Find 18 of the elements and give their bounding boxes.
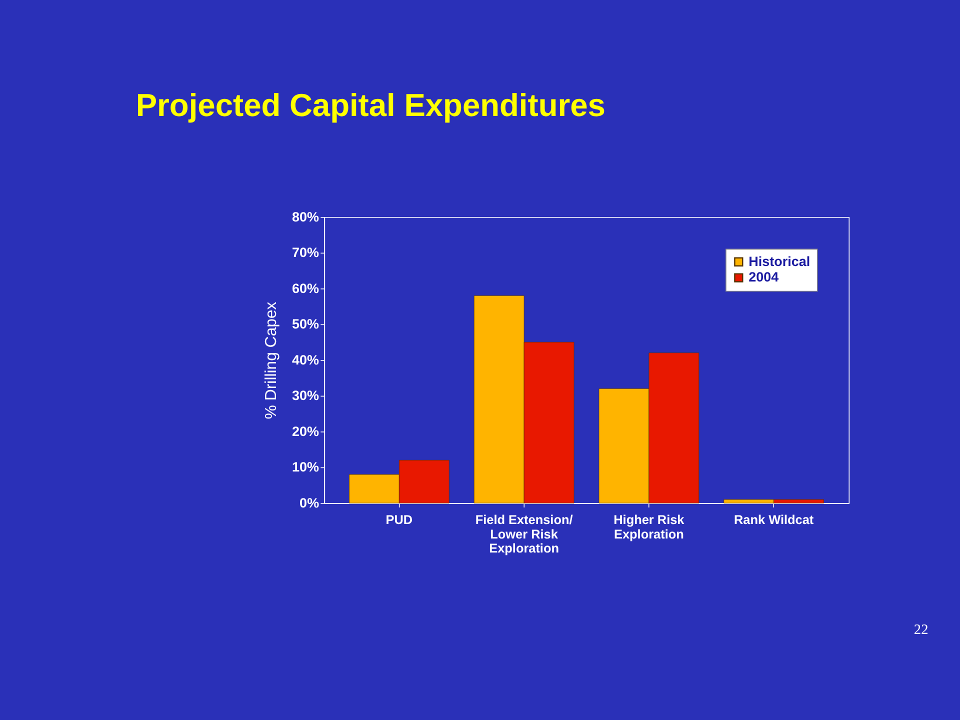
x-tick-label: Field Extension/ Lower Risk Exploration: [475, 512, 574, 556]
y-tick-label: 50%: [292, 316, 320, 332]
x-tick-label: PUD: [386, 512, 413, 528]
y-tick-label: 80%: [292, 209, 320, 224]
y-tick-label: 20%: [292, 424, 320, 439]
legend-label: 2004: [748, 270, 780, 285]
chart-title: Projected Capital Expenditures: [136, 87, 606, 124]
legend-label: Historical: [748, 254, 810, 269]
y-tick-label: 40%: [292, 352, 320, 368]
x-tick-label: Rank Wildcat: [734, 512, 814, 528]
y-tick-label: 0%: [300, 495, 320, 510]
y-tick-label: 30%: [292, 388, 320, 404]
y-tick-label: 10%: [292, 460, 320, 475]
y-tick-label: 60%: [292, 280, 320, 296]
y-tick-label: 70%: [292, 245, 320, 260]
y-axis-title: % Drilling Capex: [263, 302, 280, 420]
x-tick-label: Higher Risk Exploration: [614, 512, 686, 542]
text: 22: [914, 622, 928, 638]
